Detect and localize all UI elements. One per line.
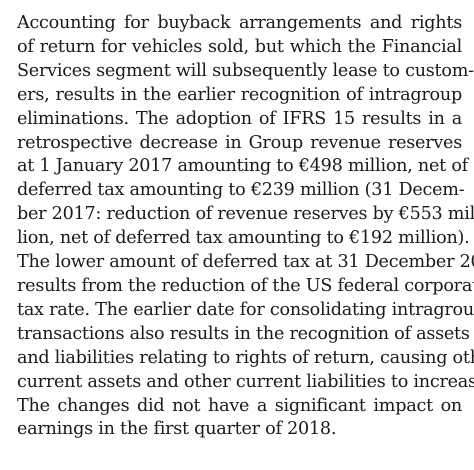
paragraph-line: deferred tax amounting to €239 million (… (17, 180, 465, 201)
paragraph-line: retrospective decrease in Group revenue … (17, 132, 462, 153)
paragraph-line: and liabilities relating to rights of re… (17, 347, 474, 368)
paragraph-line: at 1 January 2017 amounting to €498 mill… (17, 156, 468, 177)
paragraph-line: Services segment will subsequently lease… (17, 60, 474, 81)
paragraph-line: earnings in the first quarter of 2018. (17, 419, 337, 440)
paragraph-line: The lower amount of deferred tax at 31 D… (17, 252, 474, 273)
paragraph-line: lion, net of deferred tax amounting to €… (17, 228, 470, 249)
paragraph-line: ers, results in the earlier recognition … (17, 84, 462, 105)
paragraph-line: tax rate. The earlier date for consolida… (17, 299, 474, 320)
paragraph-line: eliminations. The adoption of IFRS 15 re… (17, 108, 462, 129)
paragraph-line: The changes did not have a significant i… (17, 395, 462, 416)
paragraph-line: transactions also results in the recogni… (17, 323, 470, 344)
paragraph-line: Accounting for buyback arrangements and … (17, 13, 462, 33)
paragraph-line: ber 2017: reduction of revenue reserves … (17, 204, 474, 225)
body-paragraph: Accounting for buyback arrangements and … (17, 12, 474, 442)
paragraph-line: results from the reduction of the US fed… (17, 275, 474, 296)
paragraph-line: current assets and other current liabili… (17, 371, 474, 392)
paragraph-line: of return for vehicles sold, but which t… (17, 36, 462, 57)
